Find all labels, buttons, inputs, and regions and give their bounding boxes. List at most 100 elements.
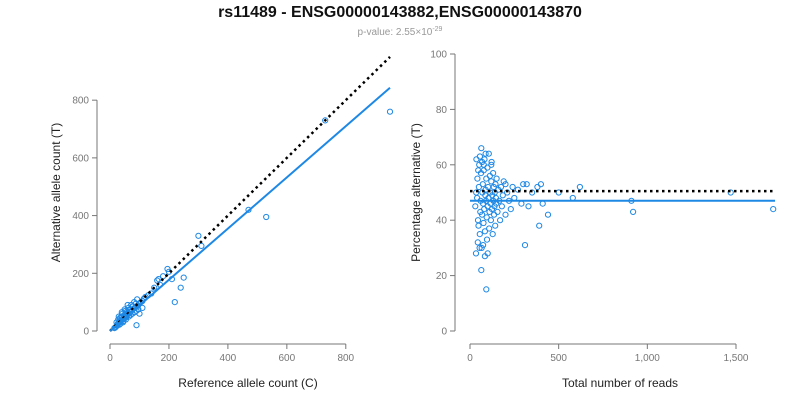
y-tick-label: 200 xyxy=(72,269,89,280)
y-tick-label: 600 xyxy=(72,153,89,164)
data-point xyxy=(177,284,184,291)
data-point xyxy=(480,242,487,249)
data-point xyxy=(136,310,143,317)
reference-line xyxy=(109,55,391,332)
data-point xyxy=(770,206,777,213)
y-tick-label: 40 xyxy=(436,216,448,227)
y-tick-label: 20 xyxy=(436,271,448,282)
y-tick-label: 400 xyxy=(72,211,89,222)
x-tick-label: 200 xyxy=(161,353,178,364)
data-point xyxy=(180,274,187,281)
data-point xyxy=(486,225,493,232)
data-point xyxy=(482,150,489,157)
data-point xyxy=(386,108,394,115)
data-point xyxy=(485,150,492,157)
x-tick-label: 1,500 xyxy=(723,353,748,364)
data-point xyxy=(198,242,205,249)
x-axis-label: Total number of reads xyxy=(562,376,678,390)
data-point xyxy=(492,181,499,188)
data-point xyxy=(480,219,487,227)
data-point xyxy=(488,158,495,166)
data-point xyxy=(492,222,499,229)
y-tick-label: 0 xyxy=(441,327,447,338)
y-tick-label: 0 xyxy=(83,327,89,338)
data-point xyxy=(525,203,532,210)
data-point xyxy=(494,208,501,215)
data-point xyxy=(498,203,505,210)
y-axis-label: Percentage alternative (T) xyxy=(409,123,423,262)
data-point xyxy=(493,175,500,182)
data-point xyxy=(472,203,479,210)
data-point xyxy=(473,156,480,163)
data-point xyxy=(534,183,541,191)
data-point xyxy=(483,286,490,293)
data-point xyxy=(536,222,543,229)
data-point xyxy=(478,267,485,274)
data-point xyxy=(727,189,734,196)
data-point xyxy=(139,304,146,311)
data-point xyxy=(479,211,486,218)
data-point xyxy=(509,183,516,191)
data-point xyxy=(630,208,637,215)
data-point xyxy=(472,250,480,257)
y-tick-label: 800 xyxy=(72,96,89,107)
data-point xyxy=(475,167,482,174)
p-value-text: p-value: 2.55×10 xyxy=(358,27,433,38)
chart-subtitle: p-value: 2.55×10-29 xyxy=(358,26,443,38)
data-point xyxy=(484,250,491,257)
data-point xyxy=(502,211,509,218)
data-point xyxy=(121,306,128,313)
data-point xyxy=(487,217,494,224)
data-point xyxy=(488,178,495,185)
data-point xyxy=(520,181,527,188)
data-point xyxy=(555,189,562,196)
y-tick-label: 60 xyxy=(436,160,448,171)
data-point xyxy=(115,313,122,320)
data-point xyxy=(490,170,497,177)
data-point xyxy=(489,231,496,238)
data-point xyxy=(483,214,490,221)
data-point xyxy=(481,206,488,213)
data-point xyxy=(521,242,529,249)
data-point xyxy=(479,181,486,188)
x-tick-label: 400 xyxy=(220,353,237,364)
data-point xyxy=(171,299,178,306)
data-point xyxy=(160,273,167,280)
data-point xyxy=(476,153,483,160)
data-point xyxy=(474,175,481,182)
data-point xyxy=(483,175,490,182)
data-point xyxy=(151,284,158,291)
x-tick-label: 1,000 xyxy=(635,353,660,364)
data-point xyxy=(474,239,481,246)
data-point xyxy=(124,301,131,309)
y-axis-label: Alternative allele count (T) xyxy=(49,123,63,262)
data-point xyxy=(481,228,488,235)
data-point xyxy=(537,181,545,188)
data-point xyxy=(474,217,482,224)
data-point xyxy=(499,192,506,199)
x-tick-label: 0 xyxy=(107,353,113,364)
data-point xyxy=(497,183,505,191)
data-point xyxy=(132,300,139,307)
data-point xyxy=(576,183,584,191)
data-point xyxy=(502,181,509,188)
y-tick-label: 100 xyxy=(430,50,447,61)
y-tick-label: 80 xyxy=(436,105,448,116)
data-point xyxy=(480,161,487,168)
chart-title: rs11489 - ENSG00000143882,ENSG0000014387… xyxy=(218,4,582,21)
x-tick-label: 800 xyxy=(337,353,354,364)
data-point xyxy=(544,211,552,218)
x-axis-label: Reference allele count (C) xyxy=(178,376,317,390)
data-point xyxy=(322,117,329,124)
x-tick-label: 500 xyxy=(550,353,567,364)
data-point xyxy=(475,222,482,229)
allele-count-scatter: 0 200 400 600 800 0 200 400 600 800 Reference alle… xyxy=(49,55,394,390)
data-point xyxy=(514,186,522,193)
data-point xyxy=(486,172,493,179)
fit-line xyxy=(109,87,391,332)
data-point xyxy=(483,236,491,243)
data-point xyxy=(133,322,140,329)
data-point xyxy=(488,161,495,168)
data-point xyxy=(155,276,162,283)
p-value-exponent: -29 xyxy=(432,26,442,33)
